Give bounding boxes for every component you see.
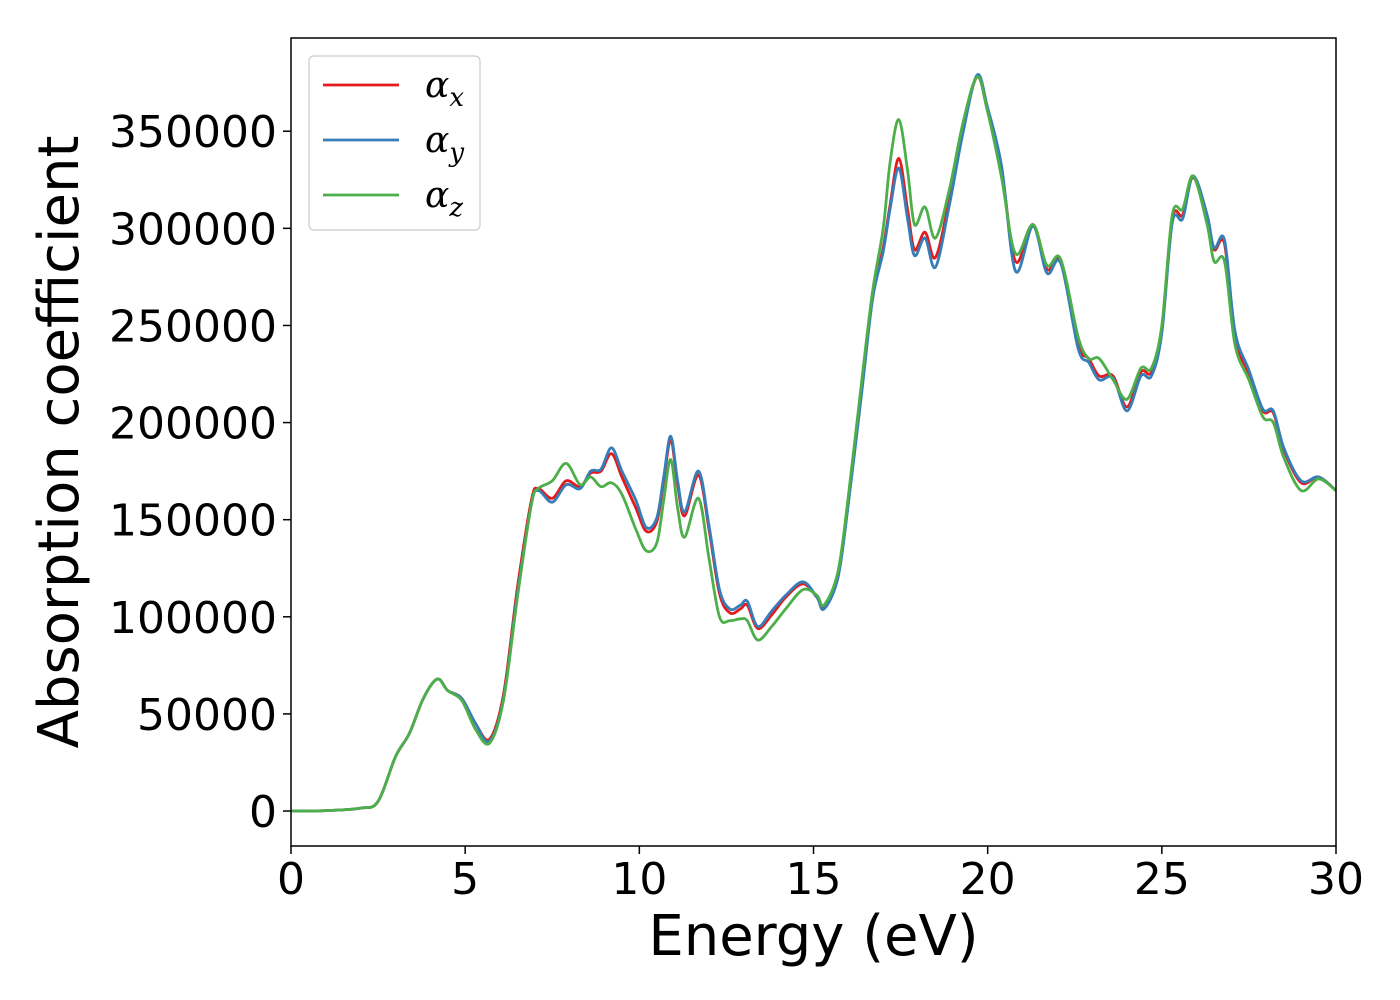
x-tick-label: 5 [451,854,479,905]
y-axis-ticks: 0 50000 100000 150000 200000 250000 300000 3500… [109,107,291,838]
y-tick-label: 150000 [109,496,277,547]
legend: αx αy αz [308,55,481,231]
y-tick-label: 50000 [137,690,277,741]
legend-label-x: αx [425,65,464,113]
x-tick-label: 0 [277,854,305,905]
x-tick-label: 10 [611,854,667,905]
y-tick-label: 300000 [109,204,277,255]
y-tick-label: 200000 [109,399,277,450]
legend-label-y: αy [425,120,464,168]
x-axis-label: Energy (eV) [648,904,978,969]
x-tick-label: 30 [1308,854,1364,905]
series-line-z [291,75,1336,813]
y-tick-label: 350000 [109,107,277,158]
y-tick-label: 250000 [109,301,277,352]
legend-box [308,55,481,231]
series-layer [291,73,1336,813]
x-tick-label: 20 [960,854,1016,905]
x-axis-ticks: 0 5 10 15 20 25 30 [277,846,1364,905]
y-tick-label: 100000 [109,593,277,644]
y-axis-label: Absorption coefficient [27,136,92,749]
legend-label-z: αz [425,175,463,223]
y-tick-label: 0 [249,787,277,838]
x-tick-label: 15 [786,854,842,905]
x-tick-label: 25 [1134,854,1190,905]
